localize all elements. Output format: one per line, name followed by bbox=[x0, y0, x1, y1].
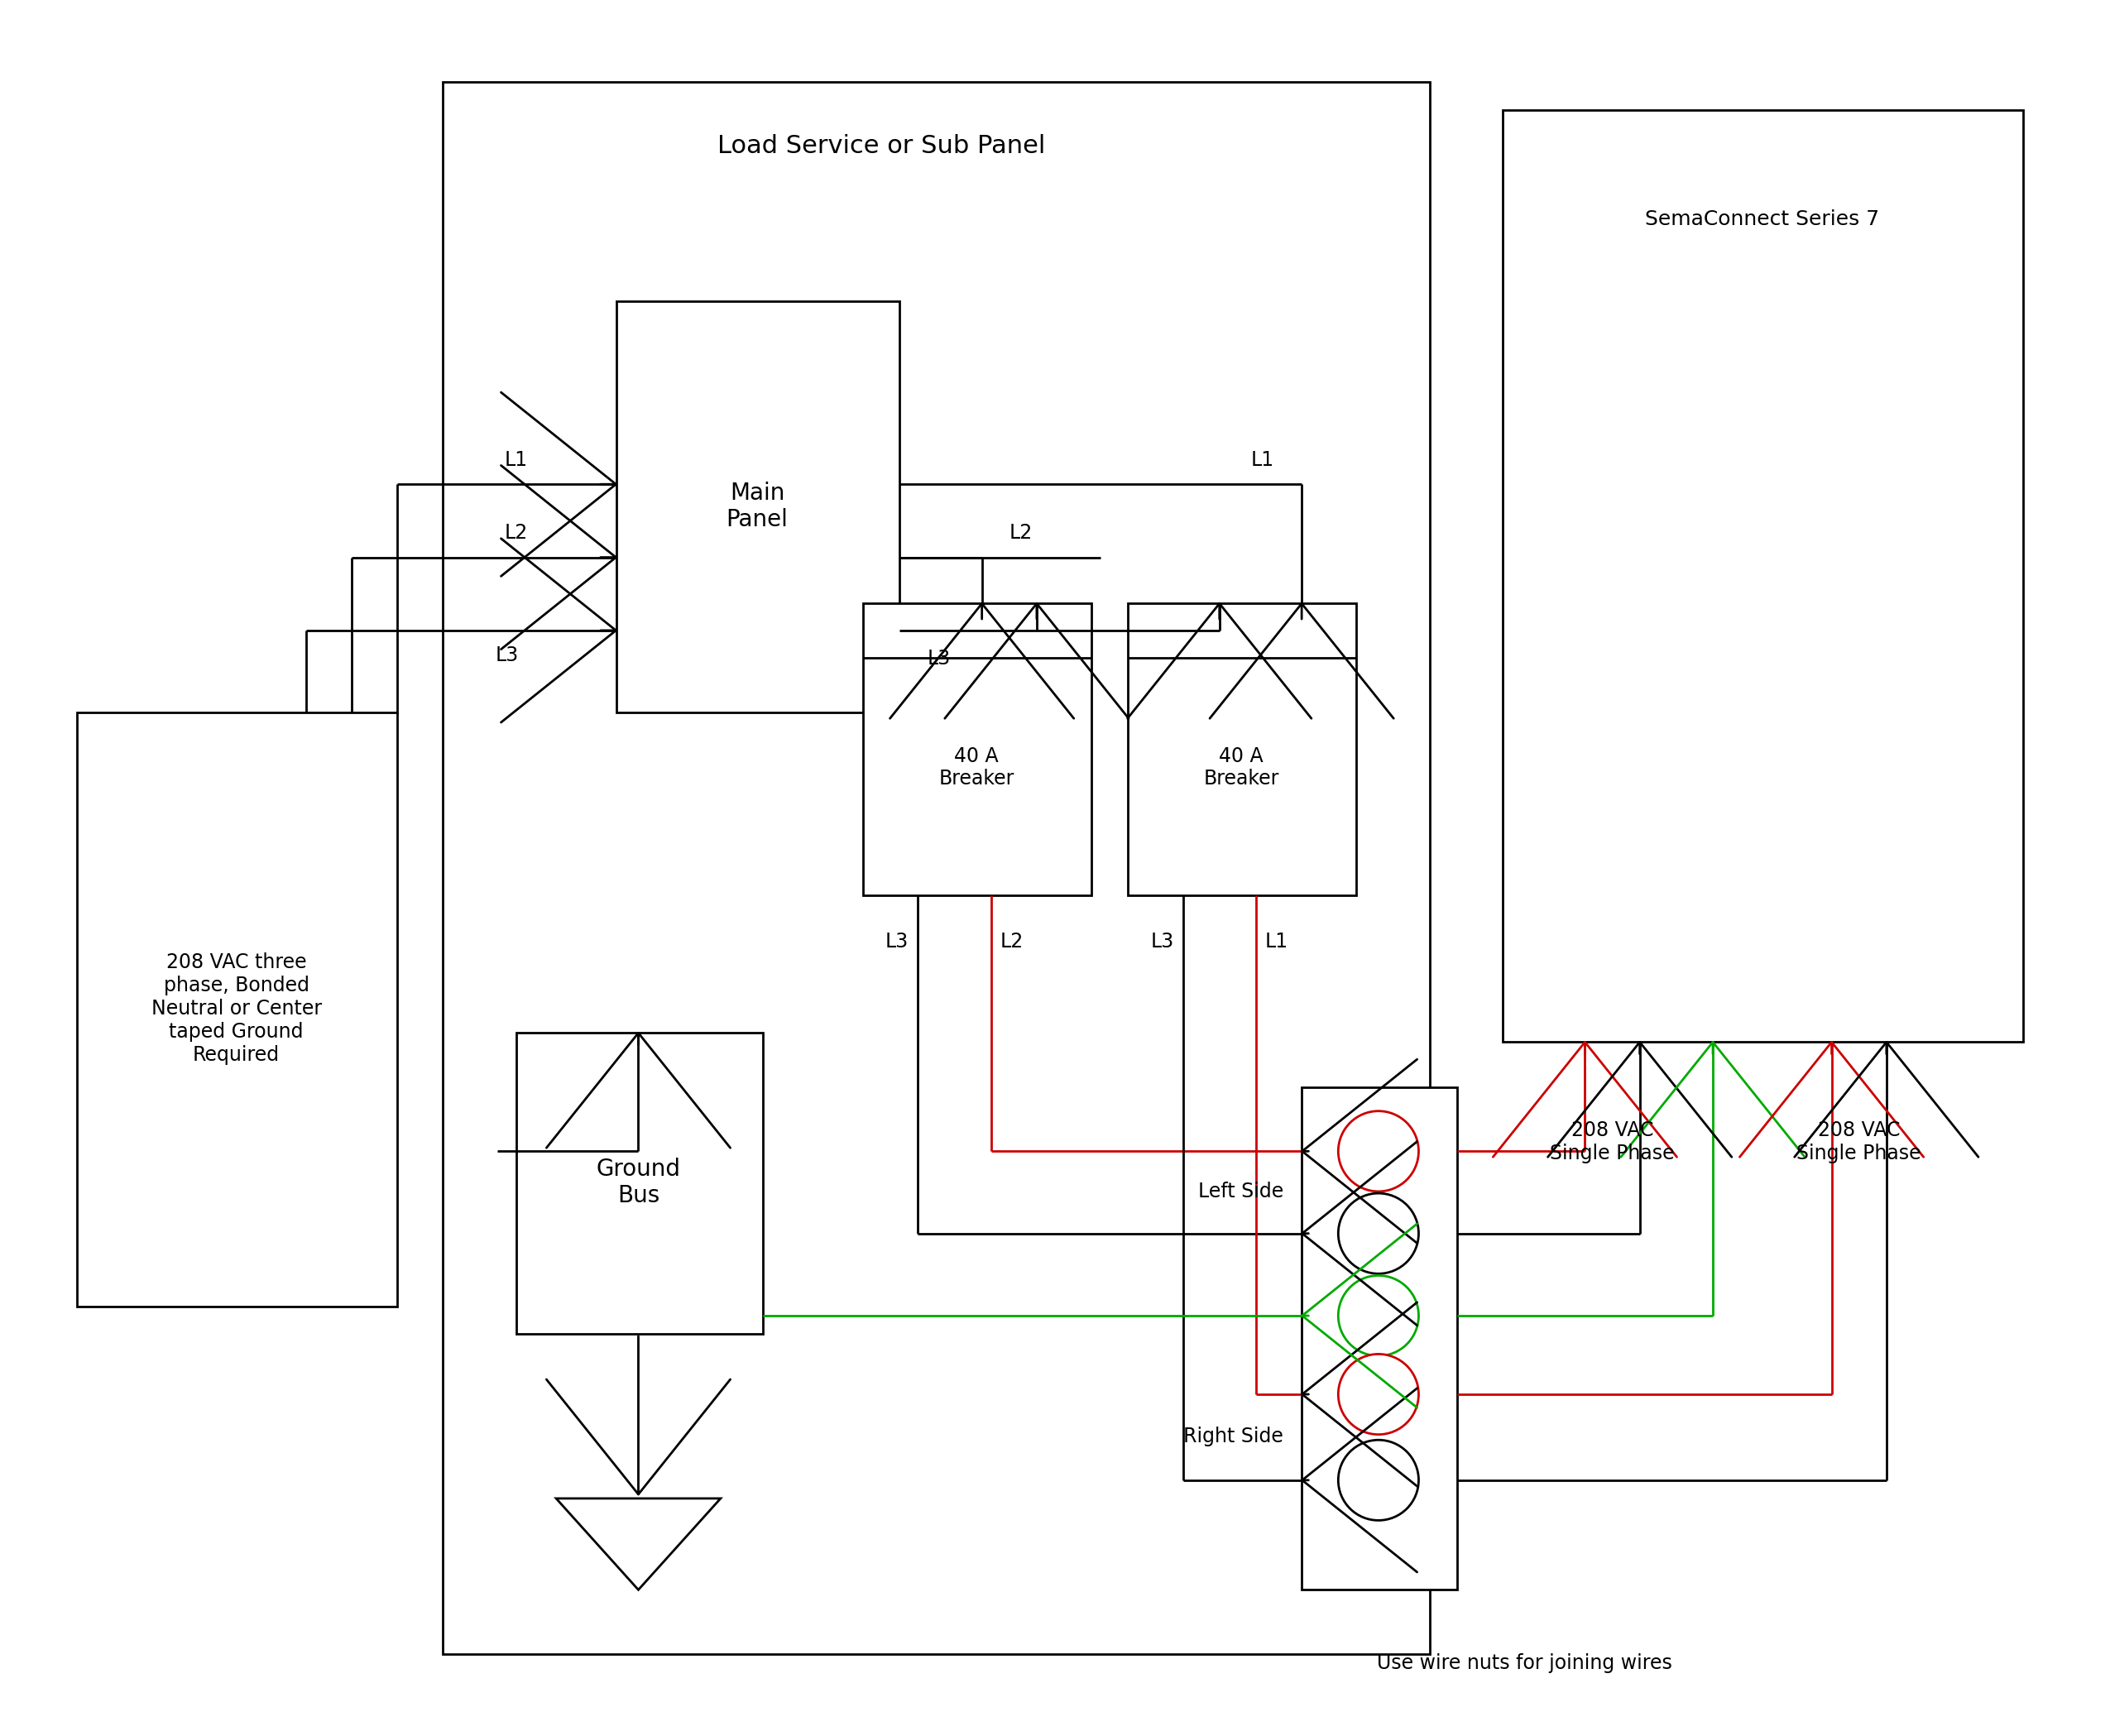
Text: 208 VAC
Single Phase: 208 VAC Single Phase bbox=[1798, 1121, 1922, 1163]
Text: Ground
Bus: Ground Bus bbox=[597, 1158, 682, 1207]
Text: Left Side: Left Side bbox=[1198, 1182, 1283, 1201]
Bar bbox=[78, 713, 397, 1307]
Text: 208 VAC three
phase, Bonded
Neutral or Center
taped Ground
Required: 208 VAC three phase, Bonded Neutral or C… bbox=[152, 953, 321, 1064]
Circle shape bbox=[1338, 1354, 1418, 1434]
Circle shape bbox=[1338, 1111, 1418, 1191]
Text: L2: L2 bbox=[504, 523, 528, 543]
Text: L1: L1 bbox=[1251, 450, 1274, 470]
Bar bbox=[1129, 602, 1357, 896]
Circle shape bbox=[1338, 1193, 1418, 1274]
Text: L1: L1 bbox=[1266, 932, 1289, 951]
Text: L3: L3 bbox=[496, 646, 519, 665]
Bar bbox=[443, 82, 1431, 1654]
Text: L3: L3 bbox=[886, 932, 909, 951]
Text: Use wire nuts for joining wires: Use wire nuts for joining wires bbox=[1378, 1653, 1673, 1674]
Bar bbox=[616, 302, 899, 713]
Text: L2: L2 bbox=[1009, 523, 1032, 543]
Circle shape bbox=[1338, 1276, 1418, 1356]
Bar bbox=[1502, 109, 2023, 1042]
Text: 40 A
Breaker: 40 A Breaker bbox=[1203, 746, 1279, 788]
Text: SemaConnect Series 7: SemaConnect Series 7 bbox=[1646, 210, 1880, 229]
Bar bbox=[863, 602, 1091, 896]
Text: L1: L1 bbox=[504, 450, 528, 470]
Bar bbox=[517, 1033, 762, 1333]
Text: L2: L2 bbox=[1000, 932, 1023, 951]
Text: L3: L3 bbox=[926, 649, 949, 668]
Circle shape bbox=[1338, 1439, 1418, 1521]
Text: 208 VAC
Single Phase: 208 VAC Single Phase bbox=[1551, 1121, 1675, 1163]
Text: Main
Panel: Main Panel bbox=[726, 481, 789, 531]
Text: 40 A
Breaker: 40 A Breaker bbox=[939, 746, 1015, 788]
Text: L3: L3 bbox=[1150, 932, 1173, 951]
Bar bbox=[1302, 1087, 1458, 1590]
Text: Right Side: Right Side bbox=[1184, 1427, 1283, 1446]
Text: Load Service or Sub Panel: Load Service or Sub Panel bbox=[717, 134, 1044, 158]
